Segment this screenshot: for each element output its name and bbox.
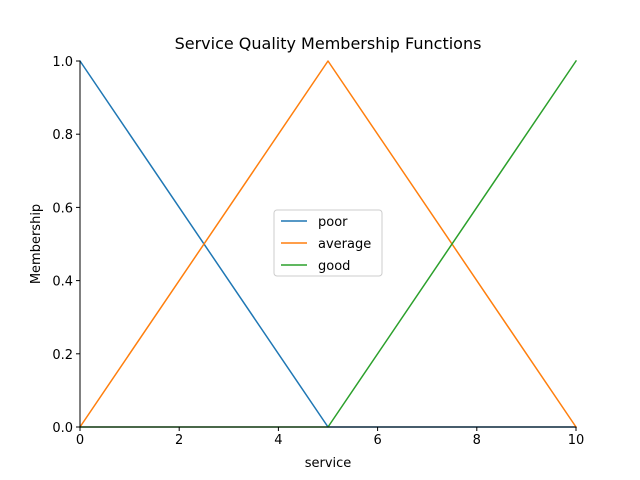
y-tick-label: 0.6 [52, 201, 73, 216]
x-tick-label: 10 [568, 433, 585, 448]
series-line-average [78, 60, 578, 429]
y-tick-label: 1.0 [52, 55, 73, 70]
x-tick-label: 0 [76, 433, 84, 448]
legend-label-average: average [318, 237, 371, 252]
y-tick-label: 0.0 [52, 421, 73, 436]
y-tick-label: 0.4 [52, 275, 73, 290]
x-tick-label: 8 [473, 433, 481, 448]
y-tick-label: 0.2 [52, 348, 73, 363]
x-tick-label: 4 [274, 433, 282, 448]
x-axis-label: service [305, 456, 352, 471]
y-tick-label: 0.8 [52, 128, 73, 143]
y-axis-label: Membership [29, 204, 44, 284]
legend-box [273, 209, 383, 277]
chart-title: Service Quality Membership Functions [175, 34, 482, 53]
x-tick-label: 2 [175, 433, 183, 448]
legend-label-good: good [318, 259, 350, 274]
ticks: 0 2 4 6 8 10 0.0 0.2 0.4 0.6 0.8 1.0 [52, 55, 584, 448]
x-tick-label: 6 [373, 433, 381, 448]
axes [79, 61, 576, 428]
legend-label-poor: poor [318, 215, 348, 230]
legend: poor average good [273, 209, 383, 277]
